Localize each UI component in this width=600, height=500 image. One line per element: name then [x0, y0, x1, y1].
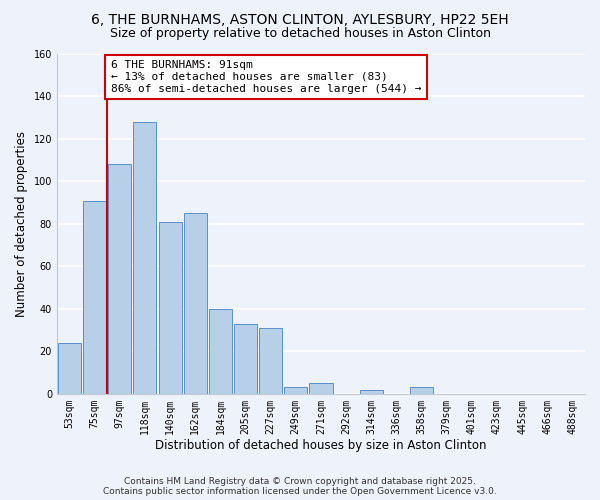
Bar	[58, 343, 81, 394]
Bar	[284, 388, 307, 394]
Bar	[234, 324, 257, 394]
X-axis label: Distribution of detached houses by size in Aston Clinton: Distribution of detached houses by size …	[155, 440, 487, 452]
Bar	[359, 390, 383, 394]
Text: Size of property relative to detached houses in Aston Clinton: Size of property relative to detached ho…	[110, 28, 491, 40]
Bar	[184, 214, 207, 394]
Text: Contains public sector information licensed under the Open Government Licence v3: Contains public sector information licen…	[103, 487, 497, 496]
Bar	[209, 309, 232, 394]
Y-axis label: Number of detached properties: Number of detached properties	[15, 131, 28, 317]
Bar	[83, 200, 106, 394]
Text: 6, THE BURNHAMS, ASTON CLINTON, AYLESBURY, HP22 5EH: 6, THE BURNHAMS, ASTON CLINTON, AYLESBUR…	[91, 12, 509, 26]
Bar	[133, 122, 157, 394]
Bar	[108, 164, 131, 394]
Bar	[158, 222, 182, 394]
Bar	[259, 328, 282, 394]
Bar	[410, 388, 433, 394]
Text: 6 THE BURNHAMS: 91sqm
← 13% of detached houses are smaller (83)
86% of semi-deta: 6 THE BURNHAMS: 91sqm ← 13% of detached …	[111, 60, 421, 94]
Text: Contains HM Land Registry data © Crown copyright and database right 2025.: Contains HM Land Registry data © Crown c…	[124, 477, 476, 486]
Bar	[310, 383, 332, 394]
